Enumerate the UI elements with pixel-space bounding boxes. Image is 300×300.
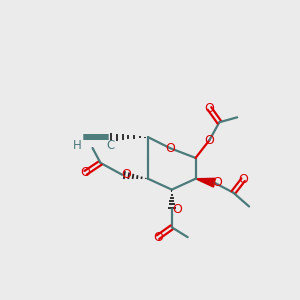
Text: O: O bbox=[121, 168, 131, 181]
Text: H: H bbox=[73, 139, 82, 152]
Text: O: O bbox=[205, 102, 214, 115]
Text: O: O bbox=[81, 166, 91, 179]
Text: C: C bbox=[106, 139, 115, 152]
Polygon shape bbox=[196, 178, 215, 187]
Text: O: O bbox=[172, 203, 182, 216]
Text: O: O bbox=[212, 176, 222, 189]
Text: O: O bbox=[165, 142, 175, 154]
Text: O: O bbox=[238, 173, 248, 186]
Text: O: O bbox=[205, 134, 214, 147]
Text: O: O bbox=[153, 231, 163, 244]
